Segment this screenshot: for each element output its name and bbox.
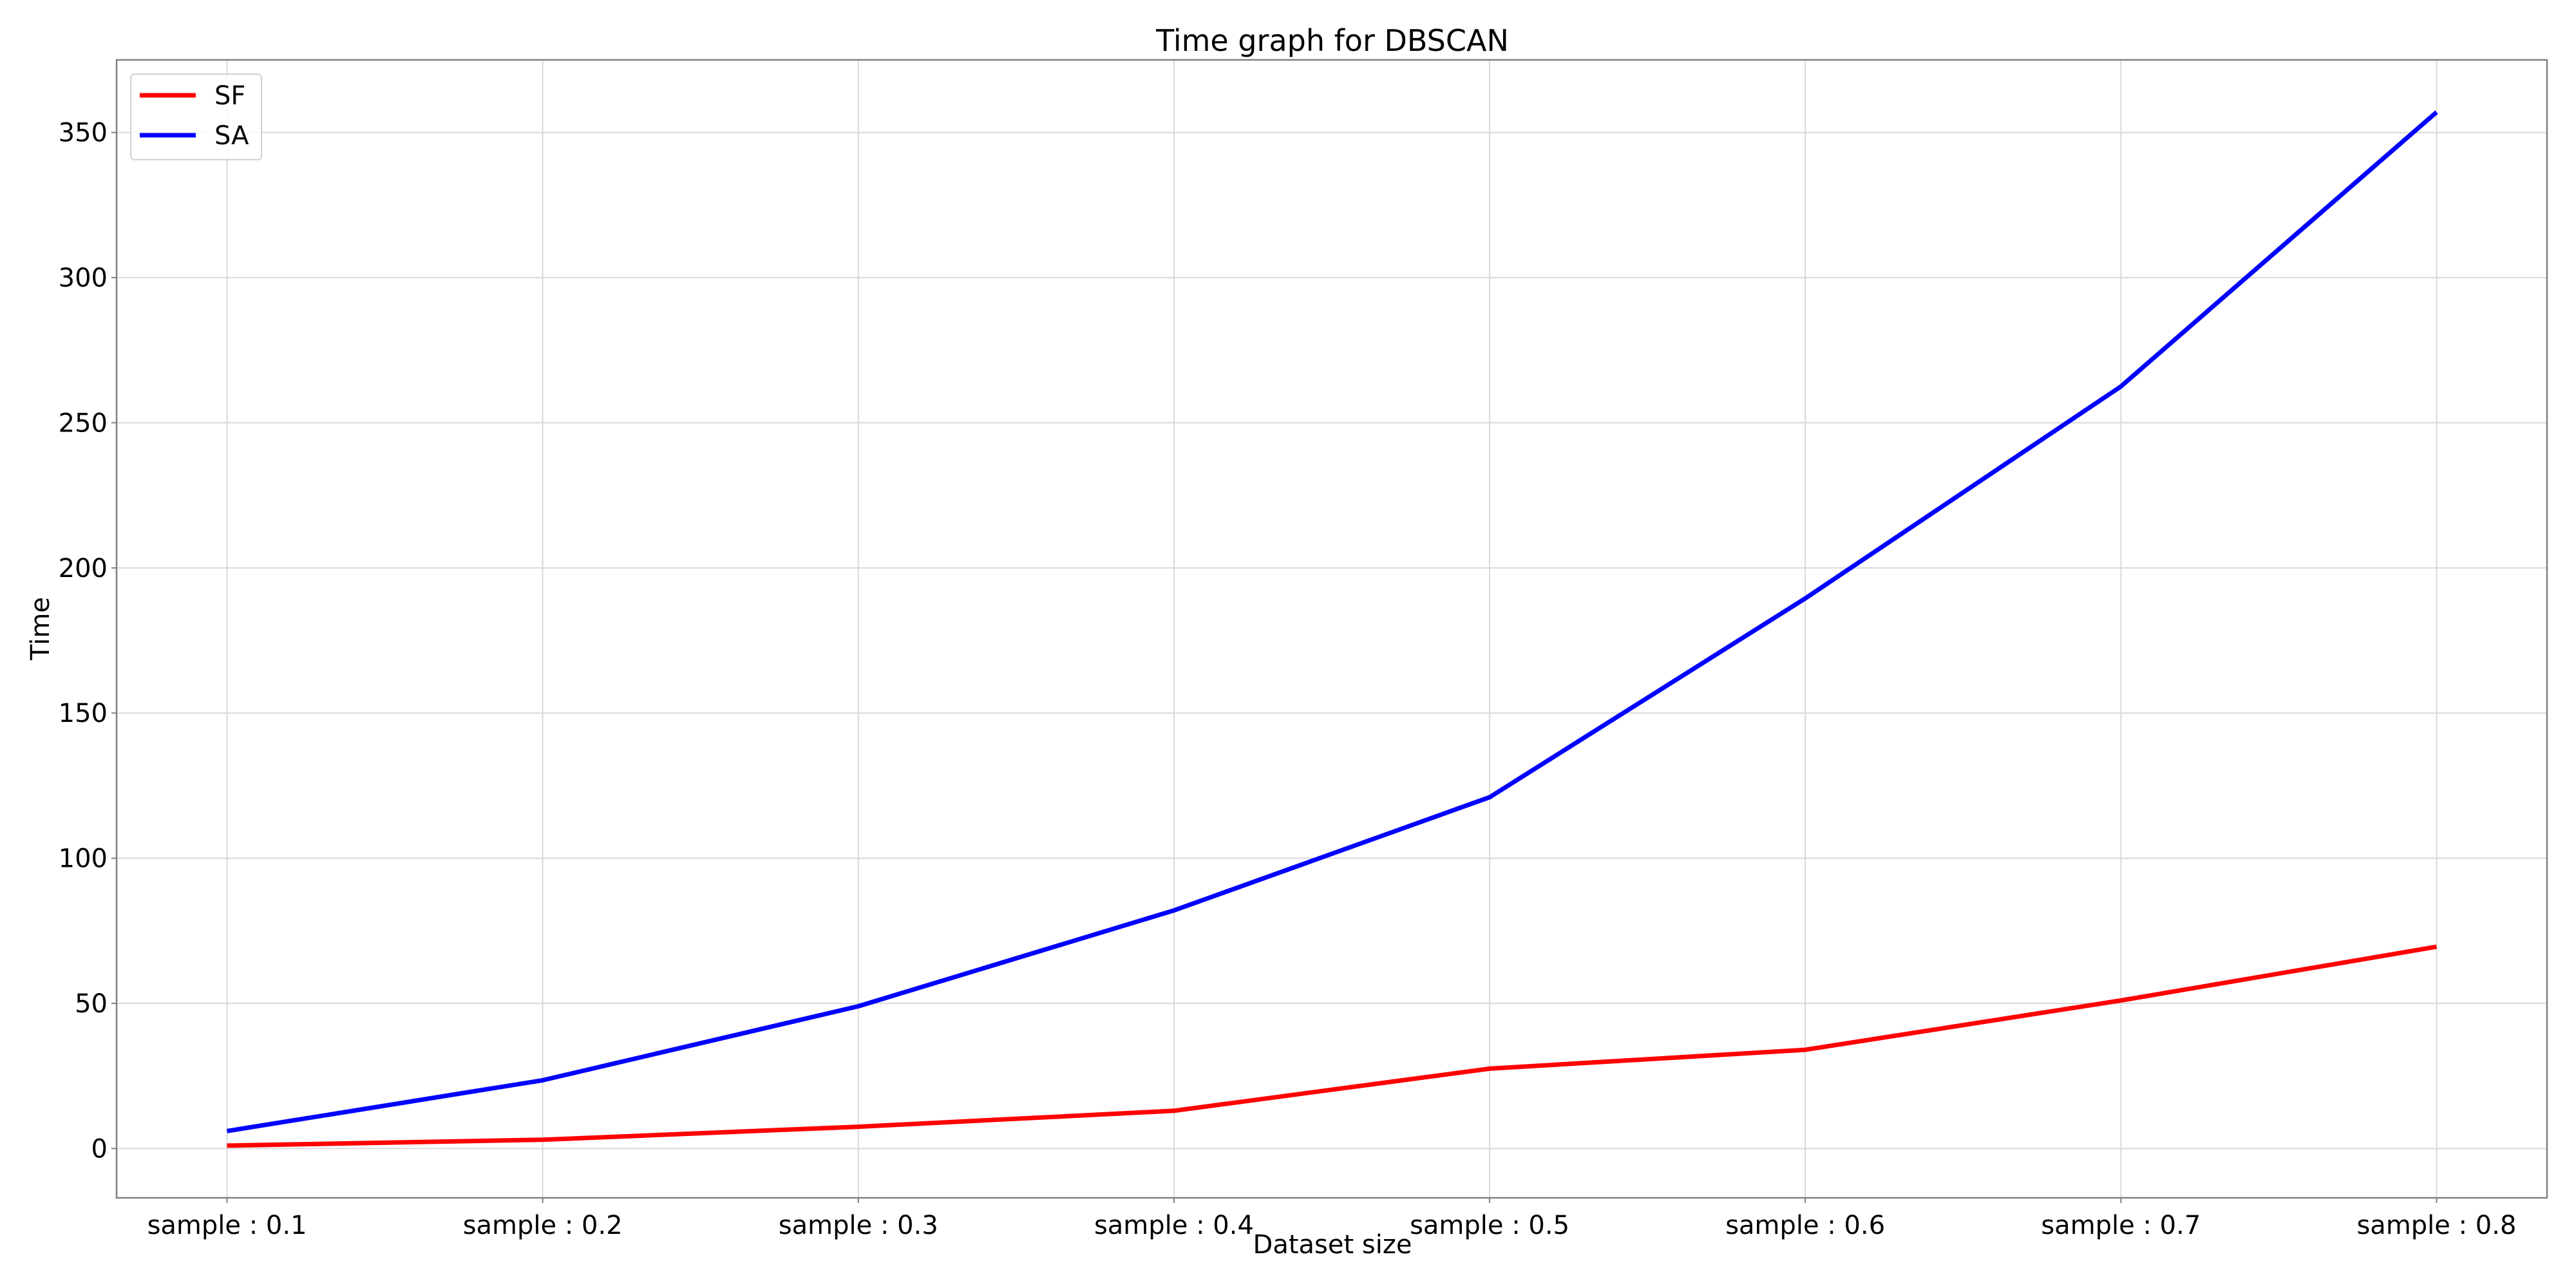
chart-title: Time graph for DBSCAN — [1155, 23, 1509, 58]
y-axis-label: Time — [26, 597, 55, 661]
legend-label-sa: SA — [214, 121, 249, 151]
y-tick-label: 200 — [59, 554, 108, 583]
y-tick-label: 50 — [75, 989, 108, 1019]
legend: SF SA — [130, 73, 262, 160]
x-tick-label: sample : 0.6 — [1725, 1211, 1885, 1240]
series-lines — [226, 110, 2438, 1148]
axes — [111, 59, 2548, 1203]
x-tick-label: sample : 0.1 — [147, 1211, 307, 1240]
series-line-sa — [226, 110, 2438, 1133]
x-tick-label: sample : 0.3 — [779, 1211, 938, 1240]
y-tick-label: 150 — [59, 699, 108, 728]
grid — [117, 60, 2547, 1198]
plot-frame — [115, 59, 2548, 1199]
x-tick-label: sample : 0.8 — [2356, 1211, 2516, 1240]
y-tick-label: 350 — [59, 118, 108, 148]
y-tick-label: 250 — [59, 408, 108, 438]
series-line-sf — [227, 944, 2438, 1148]
y-tick-label: 300 — [59, 263, 108, 293]
x-axis-label: Dataset size — [1253, 1230, 1412, 1260]
x-tick-label: sample : 0.7 — [2041, 1211, 2201, 1240]
y-tick-label: 0 — [91, 1134, 108, 1164]
legend-label-sf: SF — [214, 81, 245, 111]
x-tick-label: sample : 0.4 — [1094, 1211, 1254, 1240]
y-tick-label: 100 — [59, 844, 108, 874]
tick-labels: sample : 0.1 sample : 0.2 sample : 0.3 samp… — [59, 118, 2517, 1240]
x-tick-label: sample : 0.2 — [463, 1211, 623, 1240]
x-tick-label: sample : 0.5 — [1410, 1211, 1569, 1240]
